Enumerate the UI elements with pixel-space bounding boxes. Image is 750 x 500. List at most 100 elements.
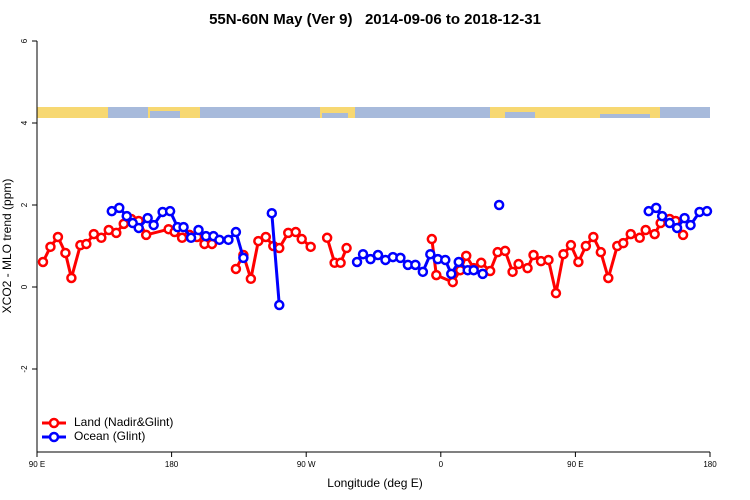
x-axis-label: Longitude (deg E) xyxy=(327,476,422,490)
data-point xyxy=(60,247,71,259)
data-point xyxy=(499,245,511,257)
chart-title: 55N-60N May (Ver 9) 2014-09-06 to 2018-1… xyxy=(209,11,541,28)
data-point xyxy=(460,250,472,262)
data-point xyxy=(164,205,176,217)
x-tick-label: 180 xyxy=(165,460,179,469)
data-point xyxy=(274,242,285,254)
y-tick-label: 0 xyxy=(20,284,29,289)
data-point xyxy=(550,287,562,299)
data-point xyxy=(223,234,234,246)
data-point xyxy=(453,256,464,268)
y-tick-label: 4 xyxy=(20,120,29,125)
data-point xyxy=(193,224,204,236)
data-point xyxy=(290,226,301,238)
data-point xyxy=(677,229,689,241)
data-point xyxy=(528,249,539,261)
data-point xyxy=(446,268,457,280)
data-point xyxy=(357,248,369,260)
data-point xyxy=(305,241,316,253)
data-point xyxy=(266,207,278,219)
data-point xyxy=(133,222,144,234)
data-point xyxy=(81,238,92,250)
data-point xyxy=(685,219,696,231)
data-point xyxy=(580,240,592,252)
x-tick-label: 90 E xyxy=(29,460,45,469)
data-point xyxy=(178,221,189,233)
data-point xyxy=(140,229,152,241)
data-point xyxy=(245,273,257,285)
data-point xyxy=(640,224,651,236)
data-point xyxy=(425,248,436,260)
data-point xyxy=(671,222,683,234)
data-point xyxy=(656,210,668,222)
data-point xyxy=(468,264,479,276)
data-point xyxy=(395,252,406,264)
y-tick-label: 6 xyxy=(20,38,29,43)
data-point xyxy=(679,212,690,224)
data-point xyxy=(573,256,584,268)
data-point xyxy=(45,241,56,253)
data-point xyxy=(321,232,333,244)
data-point xyxy=(618,237,629,249)
data-point xyxy=(296,233,307,245)
data-point xyxy=(66,272,77,284)
data-point xyxy=(260,231,272,243)
x-tick-label: 90 E xyxy=(567,460,583,469)
data-point xyxy=(603,272,614,284)
data-point xyxy=(238,252,249,264)
data-point xyxy=(185,232,197,244)
data-point xyxy=(37,256,49,268)
legend-marker xyxy=(48,417,60,429)
data-point xyxy=(335,257,346,269)
data-point xyxy=(513,258,524,270)
data-point xyxy=(417,266,429,278)
data-point xyxy=(701,205,713,217)
data-point xyxy=(341,242,352,254)
data-point xyxy=(230,263,242,275)
data-point xyxy=(650,202,662,214)
data-point xyxy=(595,246,607,258)
data-point xyxy=(507,266,518,278)
data-point xyxy=(121,210,132,222)
data-point xyxy=(52,231,64,243)
data-point xyxy=(475,257,487,269)
data-point xyxy=(230,226,242,238)
data-point xyxy=(565,239,577,251)
data-point xyxy=(142,212,153,224)
data-point xyxy=(493,199,505,211)
data-point xyxy=(426,233,438,245)
x-tick-label: 90 W xyxy=(297,460,316,469)
data-point xyxy=(664,217,675,229)
data-point xyxy=(440,254,451,266)
data-point xyxy=(253,235,264,247)
map-strip xyxy=(37,107,710,118)
data-point xyxy=(111,227,122,239)
x-tick-label: 0 xyxy=(439,460,444,469)
x-tick-label: 180 xyxy=(703,460,717,469)
y-axis-label: XCO2 - MLO trend (ppm) xyxy=(0,179,14,314)
y-tick-label: -2 xyxy=(20,365,29,373)
data-point xyxy=(148,219,159,231)
data-point xyxy=(274,299,285,311)
data-point xyxy=(114,202,125,214)
data-point xyxy=(372,249,384,261)
data-point xyxy=(431,269,442,281)
legend-label: Land (Nadir&Glint) xyxy=(74,415,173,429)
data-point xyxy=(558,248,569,260)
data-point xyxy=(543,254,554,266)
data-point xyxy=(634,232,645,244)
data-point xyxy=(588,231,599,243)
data-point xyxy=(625,228,636,240)
data-point xyxy=(214,234,225,246)
data-point xyxy=(351,256,363,268)
legend-label: Ocean (Glint) xyxy=(74,429,145,443)
data-point xyxy=(96,232,107,244)
data-point xyxy=(522,262,533,274)
series-line xyxy=(270,213,281,306)
legend-marker xyxy=(48,431,60,443)
data-point xyxy=(410,259,421,271)
data-point xyxy=(365,253,376,265)
data-point xyxy=(649,228,660,240)
y-tick-label: 2 xyxy=(20,202,29,207)
